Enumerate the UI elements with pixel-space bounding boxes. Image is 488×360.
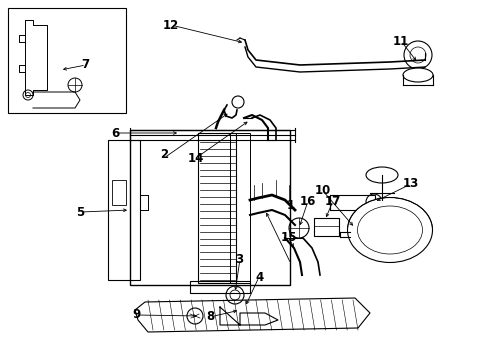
Text: 4: 4 <box>255 271 263 284</box>
Text: 12: 12 <box>163 19 179 32</box>
Text: 3: 3 <box>235 253 243 266</box>
Text: 9: 9 <box>133 309 141 321</box>
Bar <box>108 140 140 280</box>
Bar <box>198 133 236 283</box>
Text: 17: 17 <box>324 195 340 208</box>
Bar <box>229 133 249 283</box>
Ellipse shape <box>402 68 432 82</box>
Text: 1: 1 <box>286 199 294 212</box>
Text: 10: 10 <box>314 184 330 197</box>
Text: 6: 6 <box>111 127 119 140</box>
Bar <box>313 218 338 236</box>
Text: 16: 16 <box>299 195 316 208</box>
Bar <box>130 130 289 285</box>
Text: 7: 7 <box>81 58 89 71</box>
Text: 8: 8 <box>206 310 214 323</box>
Text: 13: 13 <box>402 177 418 190</box>
Bar <box>112 180 126 205</box>
Text: 2: 2 <box>160 148 167 161</box>
Text: 15: 15 <box>280 231 296 244</box>
Ellipse shape <box>365 167 397 183</box>
Bar <box>190 281 249 293</box>
Text: 11: 11 <box>392 35 408 48</box>
Ellipse shape <box>347 198 431 262</box>
Bar <box>329 195 374 210</box>
Bar <box>8 8 126 113</box>
Text: 5: 5 <box>77 206 84 219</box>
Text: 14: 14 <box>187 152 203 165</box>
Ellipse shape <box>357 206 422 254</box>
